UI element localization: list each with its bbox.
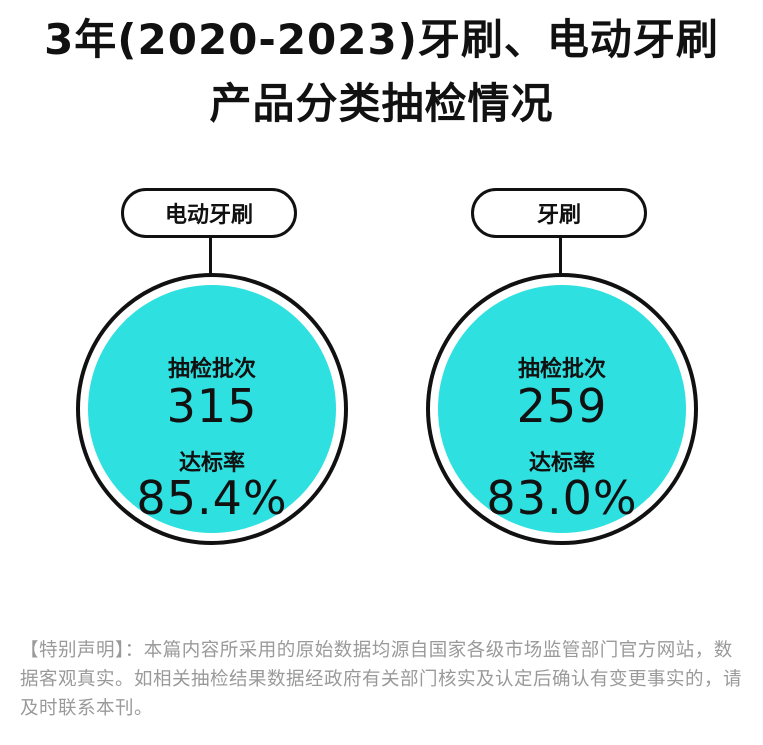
pass-rate-value: 85.4% bbox=[136, 471, 288, 525]
category-label: 电动牙刷 bbox=[121, 188, 297, 238]
batches-value: 259 bbox=[516, 379, 608, 433]
connector-line bbox=[559, 238, 562, 274]
page-title-line1: 3年(2020-2023)牙刷、电动牙刷 bbox=[44, 15, 719, 64]
pass-rate-label: 达标率 bbox=[178, 451, 245, 476]
page-title-line2: 产品分类抽检情况 bbox=[209, 79, 554, 128]
stat-circle: 抽检批次 259 达标率 83.0% bbox=[438, 285, 686, 533]
batches-value: 315 bbox=[166, 379, 258, 433]
category-label: 牙刷 bbox=[471, 188, 647, 238]
pass-rate-label: 达标率 bbox=[528, 451, 595, 476]
electric-toothbrush-card: 电动牙刷 抽检批次 315 达标率 85.4% bbox=[42, 0, 382, 620]
stat-circle: 抽检批次 315 达标率 85.4% bbox=[88, 285, 336, 533]
stat-circle-outline: 抽检批次 315 达标率 85.4% bbox=[76, 273, 348, 545]
pass-rate-value: 83.0% bbox=[486, 471, 638, 525]
connector-line bbox=[209, 238, 212, 274]
batches-label: 抽检批次 bbox=[167, 357, 256, 382]
batches-label: 抽检批次 bbox=[517, 357, 606, 382]
stat-circle-outline: 抽检批次 259 达标率 83.0% bbox=[426, 273, 698, 545]
special-statement: 【特别声明】：本篇内容所采用的原始数据均源自国家各级市场监管部门官方网站，数据客… bbox=[20, 640, 743, 719]
toothbrush-card: 牙刷 抽检批次 259 达标率 83.0% bbox=[392, 0, 732, 620]
